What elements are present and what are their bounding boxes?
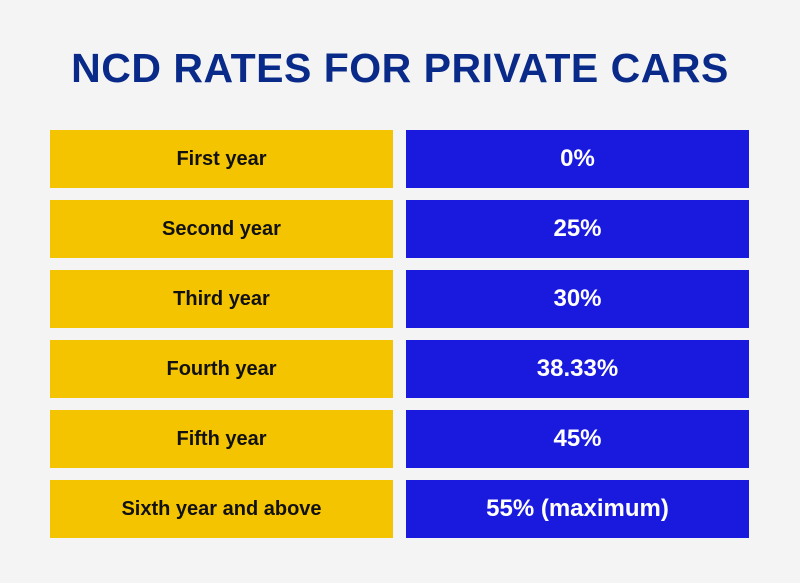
ncd-rates-table: First year 0% Second year 25% Third year… — [50, 130, 749, 538]
rate-value: 0% — [406, 130, 749, 188]
table-row: Fourth year 38.33% — [50, 340, 749, 398]
table-row: First year 0% — [50, 130, 749, 188]
year-label: Second year — [50, 200, 393, 258]
rate-value: 30% — [406, 270, 749, 328]
year-label: Third year — [50, 270, 393, 328]
rate-value: 55% (maximum) — [406, 480, 749, 538]
year-label: Sixth year and above — [50, 480, 393, 538]
table-row: Fifth year 45% — [50, 410, 749, 468]
year-label: Fourth year — [50, 340, 393, 398]
table-row: Second year 25% — [50, 200, 749, 258]
rate-value: 45% — [406, 410, 749, 468]
year-label: First year — [50, 130, 393, 188]
rate-value: 25% — [406, 200, 749, 258]
year-label: Fifth year — [50, 410, 393, 468]
rate-value: 38.33% — [406, 340, 749, 398]
table-row: Third year 30% — [50, 270, 749, 328]
page-title: NCD RATES FOR PRIVATE CARS — [71, 45, 729, 91]
table-row: Sixth year and above 55% (maximum) — [50, 480, 749, 538]
